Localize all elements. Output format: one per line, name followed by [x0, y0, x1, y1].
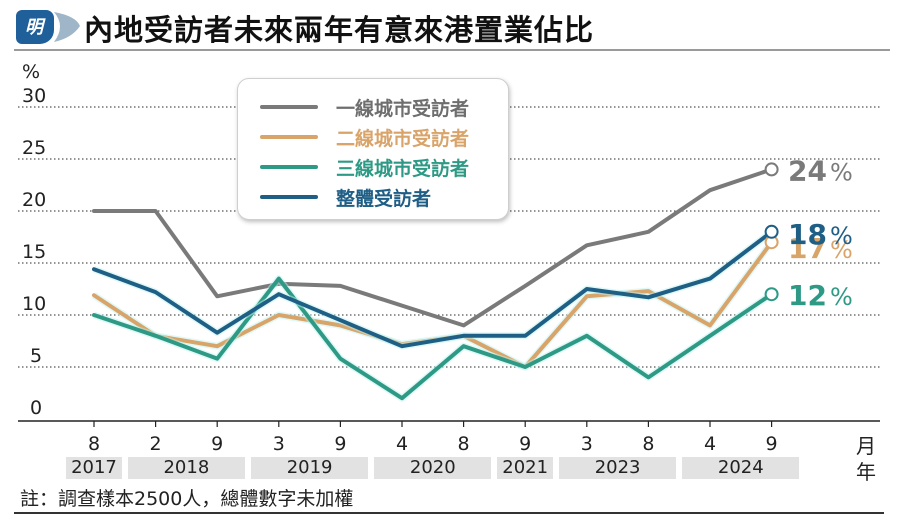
end-value-label: 12%	[788, 279, 853, 312]
y-tick-label: 30	[22, 85, 46, 107]
x-axis: 8 2 9 3 9 4 8 9 3 8 4 9	[18, 420, 880, 455]
legend-swatch-overall	[260, 195, 318, 199]
x-unit-year: 年	[856, 460, 876, 484]
legend-label: 三線城市受訪者	[336, 157, 470, 180]
x-tick-label: 9	[519, 433, 531, 455]
series-line-3	[92, 276, 774, 401]
legend-item-tier2: 二線城市受訪者	[260, 123, 469, 151]
y-tick-label: 5	[30, 345, 42, 367]
legend-label: 一線城市受訪者	[336, 97, 470, 120]
x-tick-label: 3	[581, 433, 593, 455]
legend-swatch-tier2	[260, 135, 318, 139]
x-tick-label: 9	[334, 433, 346, 455]
year-band-2017: 2017	[66, 457, 122, 479]
x-tick-label: 3	[273, 433, 285, 455]
year-band-2021: 2021	[497, 457, 553, 479]
year-band-2020: 2020	[374, 457, 492, 479]
x-unit-month: 月	[856, 434, 876, 458]
footnote: 註：調查樣本2500人，總體數字未加權	[20, 488, 354, 510]
y-tick-label: 15	[22, 241, 46, 263]
legend-swatch-tier1	[260, 105, 318, 109]
year-band-2019: 2019	[251, 457, 369, 479]
x-tick-label: 4	[704, 433, 716, 455]
series-lines	[92, 162, 779, 402]
legend-label: 二線城市受訪者	[336, 127, 470, 150]
end-value-label: 24%	[788, 154, 853, 187]
ming-pao-logo-icon: 明	[16, 10, 54, 44]
legend-swatch-tier3	[260, 165, 318, 169]
header: 明 內地受訪者未來兩年有意來港置業佔比	[0, 0, 900, 52]
percent-sign: %	[830, 283, 853, 311]
percent-sign: %	[830, 158, 853, 186]
end-value-label: 17%	[788, 232, 853, 265]
x-tick-label: 9	[766, 433, 778, 455]
x-tick-label: 2	[150, 433, 162, 455]
percent-sign: %	[830, 222, 853, 250]
y-tick-label: 20	[22, 189, 46, 211]
year-band-2024: 2024	[682, 457, 800, 479]
logo-char: 明	[25, 17, 46, 38]
footer-divider	[14, 512, 884, 514]
series-line-1	[92, 167, 774, 328]
end-point-marker	[764, 224, 779, 239]
x-tick-label: 8	[642, 433, 654, 455]
y-axis-unit: %	[22, 61, 40, 83]
y-tick-label: 10	[22, 293, 46, 315]
end-labels: 24 % 17 % 12 % 18%	[788, 154, 853, 312]
legend-item-overall: 整體受訪者	[260, 183, 431, 211]
x-tick-label: 8	[458, 433, 470, 455]
legend: 一線城市受訪者 二線城市受訪者 三線城市受訪者 整體受訪者	[237, 78, 509, 220]
y-tick-label: 25	[22, 137, 46, 159]
legend-item-tier1: 一線城市受訪者	[260, 93, 469, 121]
x-tick-label: 4	[396, 433, 408, 455]
legend-label: 整體受訪者	[336, 187, 432, 210]
end-value-label: 18%	[788, 218, 853, 251]
series-line-4	[92, 229, 774, 349]
x-tick-label: 9	[211, 433, 223, 455]
header-divider	[14, 49, 890, 51]
year-band-2018: 2018	[127, 457, 245, 479]
chart-title: 內地受訪者未來兩年有意來港置業佔比	[84, 13, 595, 47]
logo-swoosh-icon	[54, 12, 80, 42]
year-band-2023: 2023	[559, 457, 677, 479]
legend-item-tier3: 三線城市受訪者	[260, 153, 469, 181]
y-axis-ticks: 0 5 10 15 20 25 30	[22, 85, 46, 419]
x-tick-label: 8	[88, 433, 100, 455]
end-point-marker	[764, 162, 779, 177]
y-tick-label: 0	[30, 397, 42, 419]
end-point-marker	[764, 287, 779, 302]
percent-sign: %	[830, 236, 853, 264]
